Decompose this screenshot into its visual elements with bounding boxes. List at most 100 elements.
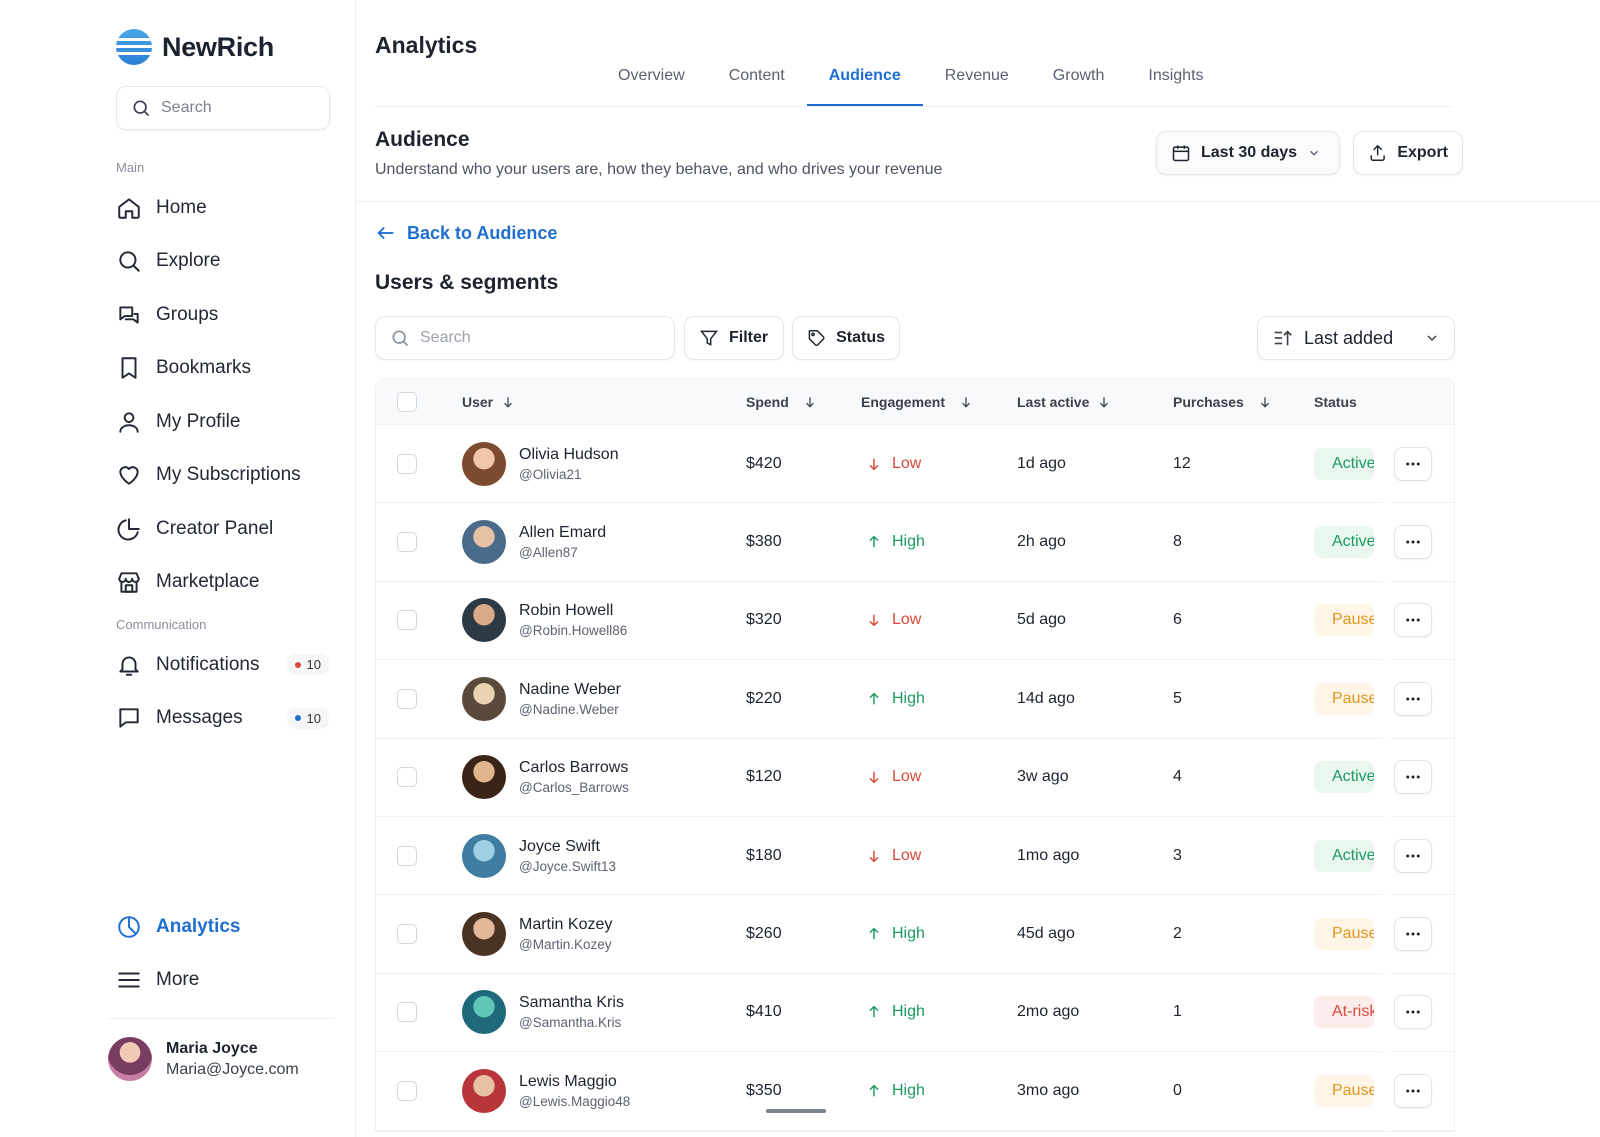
tab-audience[interactable]: Audience bbox=[806, 62, 923, 106]
sort-dropdown[interactable]: Last added bbox=[1257, 316, 1455, 360]
sidebar-item-analytics[interactable]: Analytics bbox=[116, 900, 329, 954]
column-purchases[interactable]: Purchases bbox=[1173, 394, 1272, 410]
row-checkbox[interactable] bbox=[397, 532, 417, 553]
tab-content[interactable]: Content bbox=[728, 67, 785, 84]
sidebar-item-home[interactable]: Home bbox=[116, 181, 329, 235]
table-row[interactable]: Samantha Kris @Samantha.Kris $410 High 2… bbox=[376, 974, 1454, 1053]
engagement-value: High bbox=[866, 895, 925, 972]
user-name[interactable]: Robin Howell bbox=[519, 602, 614, 620]
row-checkbox[interactable] bbox=[397, 845, 417, 866]
column-spend[interactable]: Spend bbox=[746, 394, 817, 410]
column-user[interactable]: User bbox=[462, 394, 515, 410]
column-engagement[interactable]: Engagement bbox=[861, 394, 973, 410]
purchases-value: 2 bbox=[1173, 925, 1182, 943]
table-row[interactable]: Joyce Swift @Joyce.Swift13 $180 Low 1mo … bbox=[376, 817, 1454, 896]
tab-revenue[interactable]: Revenue bbox=[944, 67, 1009, 84]
tag-icon bbox=[808, 330, 825, 346]
select-all-checkbox[interactable] bbox=[397, 391, 417, 412]
user-icon bbox=[116, 409, 142, 435]
more-horizontal-icon bbox=[1406, 540, 1420, 544]
brand-logo[interactable]: NewRich bbox=[116, 28, 329, 66]
sidebar-item-explore[interactable]: Explore bbox=[116, 235, 329, 289]
table-row[interactable]: Nadine Weber @Nadine.Weber $220 High 14d… bbox=[376, 660, 1454, 739]
pie-chart-icon bbox=[116, 516, 142, 542]
user-name[interactable]: Lewis Maggio bbox=[519, 1072, 617, 1090]
row-checkbox[interactable] bbox=[397, 453, 417, 474]
row-checkbox[interactable] bbox=[397, 610, 417, 631]
purchases-value: 3 bbox=[1173, 846, 1182, 864]
row-actions-button[interactable] bbox=[1394, 917, 1432, 952]
user-handle: @Joyce.Swift13 bbox=[519, 858, 616, 874]
horizontal-scrollbar[interactable] bbox=[766, 1109, 826, 1113]
sidebar-item-messages[interactable]: Messages 10 bbox=[116, 692, 329, 746]
arrow-down-icon bbox=[866, 456, 882, 472]
tab-insights[interactable]: Insights bbox=[1148, 67, 1204, 84]
status-badge: Paused bbox=[1314, 918, 1374, 951]
row-checkbox[interactable] bbox=[397, 924, 417, 945]
table-row[interactable]: Martin Kozey @Martin.Kozey $260 High 45d… bbox=[376, 895, 1454, 974]
sidebar-item-creator-panel[interactable]: Creator Panel bbox=[116, 502, 329, 556]
filter-label: Filter bbox=[729, 329, 769, 346]
row-checkbox[interactable] bbox=[397, 688, 417, 709]
row-checkbox[interactable] bbox=[397, 1080, 417, 1101]
user-card[interactable]: Maria Joyce Maria@Joyce.com bbox=[108, 1018, 335, 1081]
tab-overview[interactable]: Overview bbox=[618, 67, 685, 84]
sidebar-item-my-subscriptions[interactable]: My Subscriptions bbox=[116, 449, 329, 503]
user-handle: @Martin.Kozey bbox=[519, 937, 612, 953]
avatar bbox=[462, 441, 506, 486]
user-name[interactable]: Olivia Hudson bbox=[519, 445, 619, 463]
sidebar-item-my-profile[interactable]: My Profile bbox=[116, 395, 329, 449]
users-table: User Spend Engagement Last active Purcha… bbox=[375, 378, 1455, 1132]
last-active-value: 2mo ago bbox=[1017, 1003, 1080, 1021]
sidebar: NewRich Search Main Home Explore Groups Boo… bbox=[0, 0, 356, 1137]
row-actions-button[interactable] bbox=[1394, 525, 1432, 560]
sidebar-item-notifications[interactable]: Notifications 10 bbox=[116, 638, 329, 692]
user-name[interactable]: Samantha Kris bbox=[519, 994, 624, 1012]
table-row[interactable]: Allen Emard @Allen87 $380 High 2h ago 8 … bbox=[376, 503, 1454, 582]
notification-badge: 10 bbox=[286, 707, 329, 729]
tab-bar: Overview Content Audience Revenue Growth Insi… bbox=[596, 62, 1226, 106]
arrow-down-icon bbox=[1100, 396, 1109, 408]
table-row[interactable]: Carlos Barrows @Carlos_Barrows $120 Low … bbox=[376, 739, 1454, 817]
row-actions-button[interactable] bbox=[1394, 995, 1432, 1030]
table-row[interactable]: Olivia Hudson @Olivia21 $420 Low 1d ago … bbox=[376, 425, 1454, 504]
sidebar-item-marketplace[interactable]: Marketplace bbox=[116, 556, 329, 610]
user-name[interactable]: Allen Emard bbox=[519, 524, 607, 542]
row-actions-button[interactable] bbox=[1394, 446, 1432, 481]
filter-button[interactable]: Filter bbox=[684, 316, 784, 360]
user-handle: @Olivia21 bbox=[519, 466, 582, 482]
sidebar-item-bookmarks[interactable]: Bookmarks bbox=[116, 342, 329, 396]
users-search-input[interactable]: Search bbox=[375, 316, 675, 360]
bookmark-icon bbox=[116, 355, 142, 381]
status-button[interactable]: Status bbox=[792, 316, 900, 360]
export-button[interactable]: Export bbox=[1353, 131, 1463, 175]
column-status[interactable]: Status bbox=[1314, 393, 1357, 410]
row-actions-button[interactable] bbox=[1394, 603, 1432, 638]
row-checkbox[interactable] bbox=[397, 767, 417, 788]
user-name[interactable]: Martin Kozey bbox=[519, 916, 613, 934]
tab-growth[interactable]: Growth bbox=[1052, 67, 1105, 84]
table-row[interactable]: Robin Howell @Robin.Howell86 $320 Low 5d… bbox=[376, 582, 1454, 661]
row-actions-button[interactable] bbox=[1394, 1073, 1432, 1108]
sidebar-search-input[interactable]: Search bbox=[116, 86, 330, 130]
arrow-up-icon bbox=[866, 1083, 882, 1099]
user-name[interactable]: Nadine Weber bbox=[519, 680, 621, 698]
engagement-value: Low bbox=[866, 582, 921, 659]
search-icon bbox=[116, 248, 142, 274]
heart-icon bbox=[116, 462, 142, 488]
row-checkbox[interactable] bbox=[397, 1002, 417, 1023]
analytics-icon bbox=[116, 914, 142, 940]
row-actions-button[interactable] bbox=[1394, 681, 1432, 716]
table-row[interactable]: Lewis Maggio @Lewis.Maggio48 $350 High 3… bbox=[376, 1052, 1454, 1131]
bottom-nav: Analytics More bbox=[116, 900, 329, 1007]
user-name[interactable]: Carlos Barrows bbox=[519, 759, 629, 777]
avatar bbox=[462, 755, 506, 800]
back-to-audience-link[interactable]: Back to Audience bbox=[375, 222, 557, 244]
user-name[interactable]: Joyce Swift bbox=[519, 837, 600, 855]
column-last-active[interactable]: Last active bbox=[1017, 394, 1111, 410]
date-range-dropdown[interactable]: Last 30 days bbox=[1156, 131, 1340, 175]
row-actions-button[interactable] bbox=[1394, 838, 1432, 873]
sidebar-item-more[interactable]: More bbox=[116, 954, 329, 1008]
row-actions-button[interactable] bbox=[1394, 760, 1432, 795]
sidebar-item-groups[interactable]: Groups bbox=[116, 288, 329, 342]
